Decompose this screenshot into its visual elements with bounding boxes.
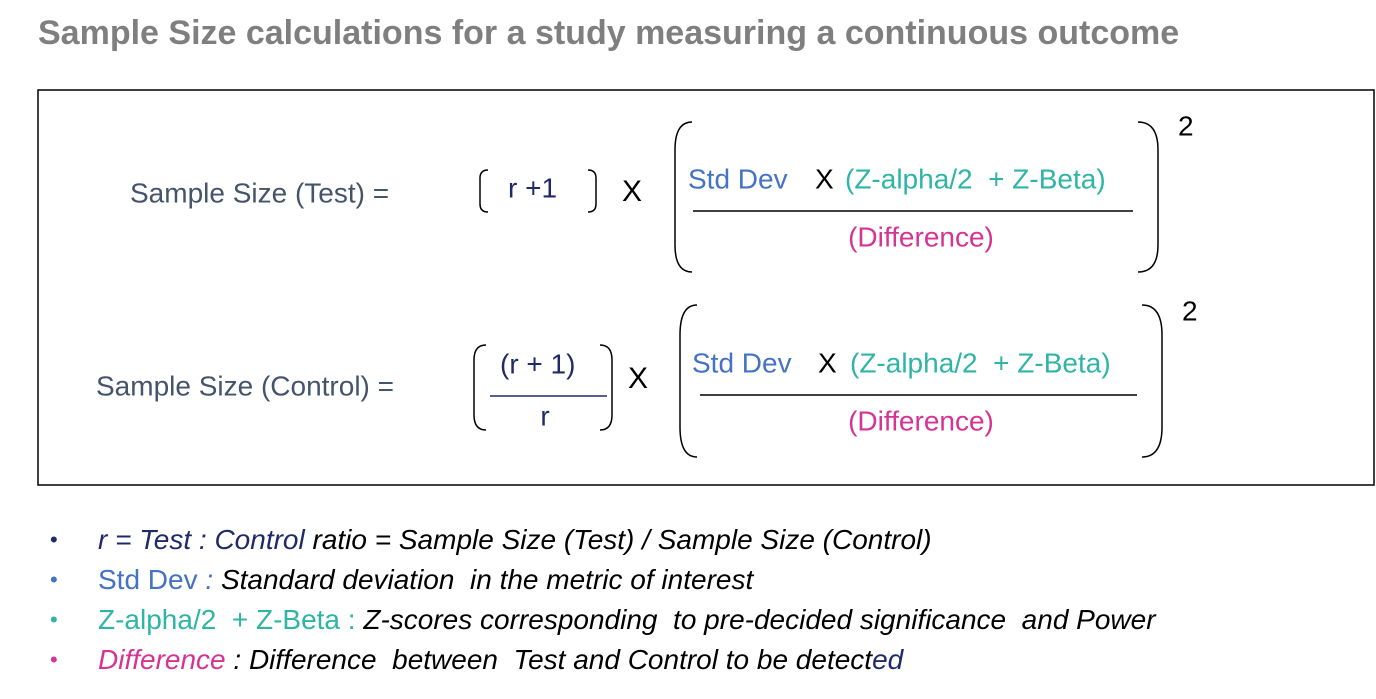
denominator: (Difference)	[848, 405, 994, 436]
times: X	[815, 163, 834, 194]
definition: ratio = Sample Size (Test) / Sample Size…	[304, 524, 932, 555]
multiplier: r +1	[508, 172, 557, 203]
times: X	[818, 347, 837, 378]
paren	[679, 304, 698, 458]
title: Sample Size calculations for a study mea…	[38, 14, 1180, 52]
times: X	[622, 175, 642, 208]
multiplier-denominator: r	[540, 400, 549, 431]
term: r = Test : Control	[98, 524, 305, 555]
bracket	[587, 169, 597, 213]
definition-end: ed	[872, 644, 904, 675]
separator: :	[197, 564, 214, 595]
bullet: Difference : Difference between Test and…	[50, 640, 1156, 680]
std-dev: Std Dev	[692, 347, 792, 378]
exponent: 2	[1182, 295, 1198, 326]
definitions: r = Test : Control ratio = Sample Size (…	[50, 520, 1156, 680]
multiplier-numerator: (r + 1)	[500, 348, 575, 379]
formula-box	[37, 89, 1375, 486]
bracket	[479, 169, 489, 213]
paren	[1141, 304, 1163, 458]
term: Std Dev	[98, 564, 198, 595]
definition: Z-scores corresponding to pre-decided si…	[355, 604, 1156, 635]
bracket	[473, 344, 487, 431]
z-scores: (Z-alpha/2 + Z-Beta)	[850, 347, 1111, 378]
definition: Standard deviation in the metric of inte…	[213, 564, 754, 595]
paren	[1137, 121, 1159, 273]
bullet: Z-alpha/2 + Z-Beta : Z-scores correspond…	[50, 600, 1156, 640]
term: Z-alpha/2 + Z-Beta :	[98, 604, 356, 635]
times: X	[628, 362, 648, 395]
formula-label: Sample Size (Test) =	[130, 177, 389, 208]
bullet: r = Test : Control ratio = Sample Size (…	[50, 520, 1156, 560]
std-dev: Std Dev	[688, 163, 788, 194]
z-scores: (Z-alpha/2 + Z-Beta)	[845, 163, 1106, 194]
denominator: (Difference)	[848, 221, 994, 252]
bracket	[599, 344, 613, 431]
paren	[674, 121, 693, 273]
formula-label: Sample Size (Control) =	[96, 370, 394, 401]
definition: : Difference between Test and Control to…	[225, 644, 873, 675]
exponent: 2	[1178, 110, 1194, 141]
bullet: Std Dev : Standard deviation in the metr…	[50, 560, 1156, 600]
term: Difference	[98, 644, 226, 675]
